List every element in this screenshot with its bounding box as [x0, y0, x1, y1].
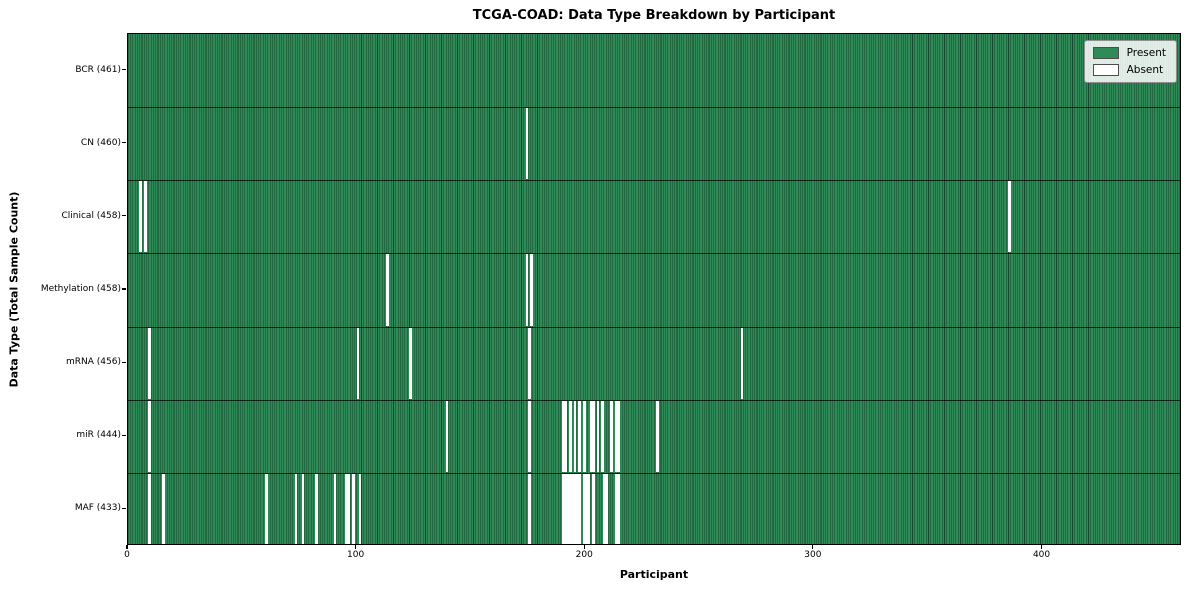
x-tick-label-200: 200: [575, 550, 593, 560]
row-divider: [128, 399, 1180, 401]
y-tick-mark: [122, 361, 126, 363]
absent-stripe-miR-175: [528, 400, 531, 472]
y-tick-mark: [122, 68, 126, 71]
absent-stripe-MAF-200: [585, 473, 588, 544]
y-tick-label-mRNA: mRNA (456): [66, 357, 121, 368]
absent-stripe-MAF-96: [347, 473, 351, 544]
absent-stripe-MAF-60: [265, 473, 268, 544]
absent-stripe-miR-205: [596, 400, 600, 472]
absent-stripe-MAF-201: [587, 473, 591, 544]
legend-item-present: Present: [1092, 47, 1166, 59]
row-divider: [128, 180, 1180, 182]
chart-title: TCGA-COAD: Data Type Breakdown by Partic…: [472, 8, 836, 23]
y-tick-mark: [122, 434, 126, 436]
absent-stripe-MAF-9: [148, 473, 152, 544]
absent-stripe-miR-199: [582, 400, 586, 472]
absent-stripe-MAF-197: [578, 473, 581, 544]
absent-stripe-miR-211: [610, 400, 613, 472]
legend-label-absent: Absent: [1126, 64, 1164, 76]
absent-stripe-mRNA-175: [528, 327, 531, 399]
legend: Present Absent: [1083, 40, 1177, 83]
y-tick-mark: [122, 215, 126, 217]
absent-stripe-MAF-199: [582, 473, 586, 544]
absent-stripe-miR-203: [592, 400, 595, 472]
absent-stripe-Methylation-176: [530, 254, 533, 326]
x-tick-label-100: 100: [347, 550, 365, 560]
absent-stripe-MAF-209: [605, 473, 609, 544]
absent-stripe-MAF-213: [614, 473, 618, 544]
y-tick-mark: [122, 142, 126, 144]
absent-stripe-Methylation-113: [386, 254, 389, 326]
absent-stripe-MAF-95: [345, 473, 348, 544]
absent-stripe-MAF-175: [528, 473, 531, 544]
absent-stripe-miR-231: [656, 400, 659, 472]
absent-stripe-Clinical-385: [1008, 181, 1011, 253]
absent-stripe-MAF-195: [573, 473, 577, 544]
y-tick-label-CN: CN (460): [80, 137, 121, 148]
absent-stripe-Clinical-7: [143, 181, 147, 253]
y-tick-label-MAF: MAF (433): [74, 503, 121, 514]
x-tick-mark: [812, 545, 814, 549]
absent-stripe-MAF-191: [564, 473, 568, 544]
y-tick-label-BCR: BCR (461): [75, 64, 121, 75]
absent-stripe-MAF-90: [333, 473, 337, 544]
absent-stripe-mRNA-9: [148, 327, 152, 399]
absent-stripe-MAF-82: [315, 473, 319, 544]
absent-stripe-MAF-203: [592, 473, 595, 544]
absent-stripe-MAF-15: [162, 473, 165, 544]
x-tick-mark: [126, 545, 128, 549]
y-tick-label-Clinical: Clinical (458): [61, 210, 121, 221]
absent-stripe-CN-174: [525, 108, 529, 180]
y-tick-mark: [122, 288, 126, 290]
absent-stripe-miR-202: [589, 400, 593, 472]
x-axis-label: Participant: [619, 568, 689, 581]
absent-stripe-miR-213: [614, 400, 618, 472]
absent-stripe-miR-190: [562, 400, 565, 472]
absent-stripe-miR-195: [573, 400, 577, 472]
y-tick-label-miR: miR (444): [76, 430, 121, 441]
absent-stripe-miR-139: [445, 400, 449, 472]
absent-stripe-MAF-101: [358, 473, 362, 544]
legend-item-absent: Absent: [1092, 64, 1166, 76]
absent-stripe-Methylation-174: [525, 254, 529, 326]
absent-stripe-MAF-194: [571, 473, 575, 544]
plot-area: [127, 33, 1181, 545]
absent-stripe-miR-193: [569, 400, 572, 472]
absent-stripe-MAF-190: [562, 473, 565, 544]
row-divider: [128, 253, 1180, 255]
absent-stripe-mRNA-123: [409, 327, 412, 399]
absent-stripe-Clinical-5: [139, 181, 142, 253]
absent-stripe-miR-207: [601, 400, 604, 472]
x-tick-mark: [1040, 545, 1043, 549]
absent-stripe-MAF-76: [301, 473, 305, 544]
absent-stripe-MAF-98: [351, 473, 355, 544]
x-tick-label-0: 0: [124, 550, 130, 560]
absent-stripe-MAF-208: [603, 473, 607, 544]
row-divider: [128, 472, 1180, 474]
x-tick-mark: [583, 545, 585, 549]
y-tick-label-Methylation: Methylation (458): [40, 284, 121, 294]
absent-stripe-mRNA-268: [740, 327, 744, 399]
x-tick-label-300: 300: [804, 550, 822, 560]
x-tick-label-400: 400: [1032, 550, 1051, 560]
absent-stripe-MAF-192: [566, 473, 570, 544]
row-divider: [128, 107, 1180, 109]
absent-stripe-mRNA-100: [356, 327, 360, 399]
absent-stripe-miR-9: [148, 400, 152, 472]
legend-label-present: Present: [1126, 47, 1166, 59]
absent-stripe-miR-191: [564, 400, 568, 472]
absent-stripe-MAF-214: [617, 473, 620, 544]
absent-stripe-MAF-193: [569, 473, 572, 544]
x-tick-mark: [355, 545, 357, 549]
absent-stripe-miR-214: [617, 400, 620, 472]
absent-stripe-MAF-73: [294, 473, 298, 544]
y-tick-mark: [122, 507, 126, 510]
absent-swatch-icon: [1092, 64, 1119, 76]
absent-stripe-MAF-196: [576, 473, 579, 544]
row-divider: [128, 326, 1180, 328]
absent-stripe-miR-197: [578, 400, 581, 472]
present-swatch-icon: [1092, 47, 1119, 59]
